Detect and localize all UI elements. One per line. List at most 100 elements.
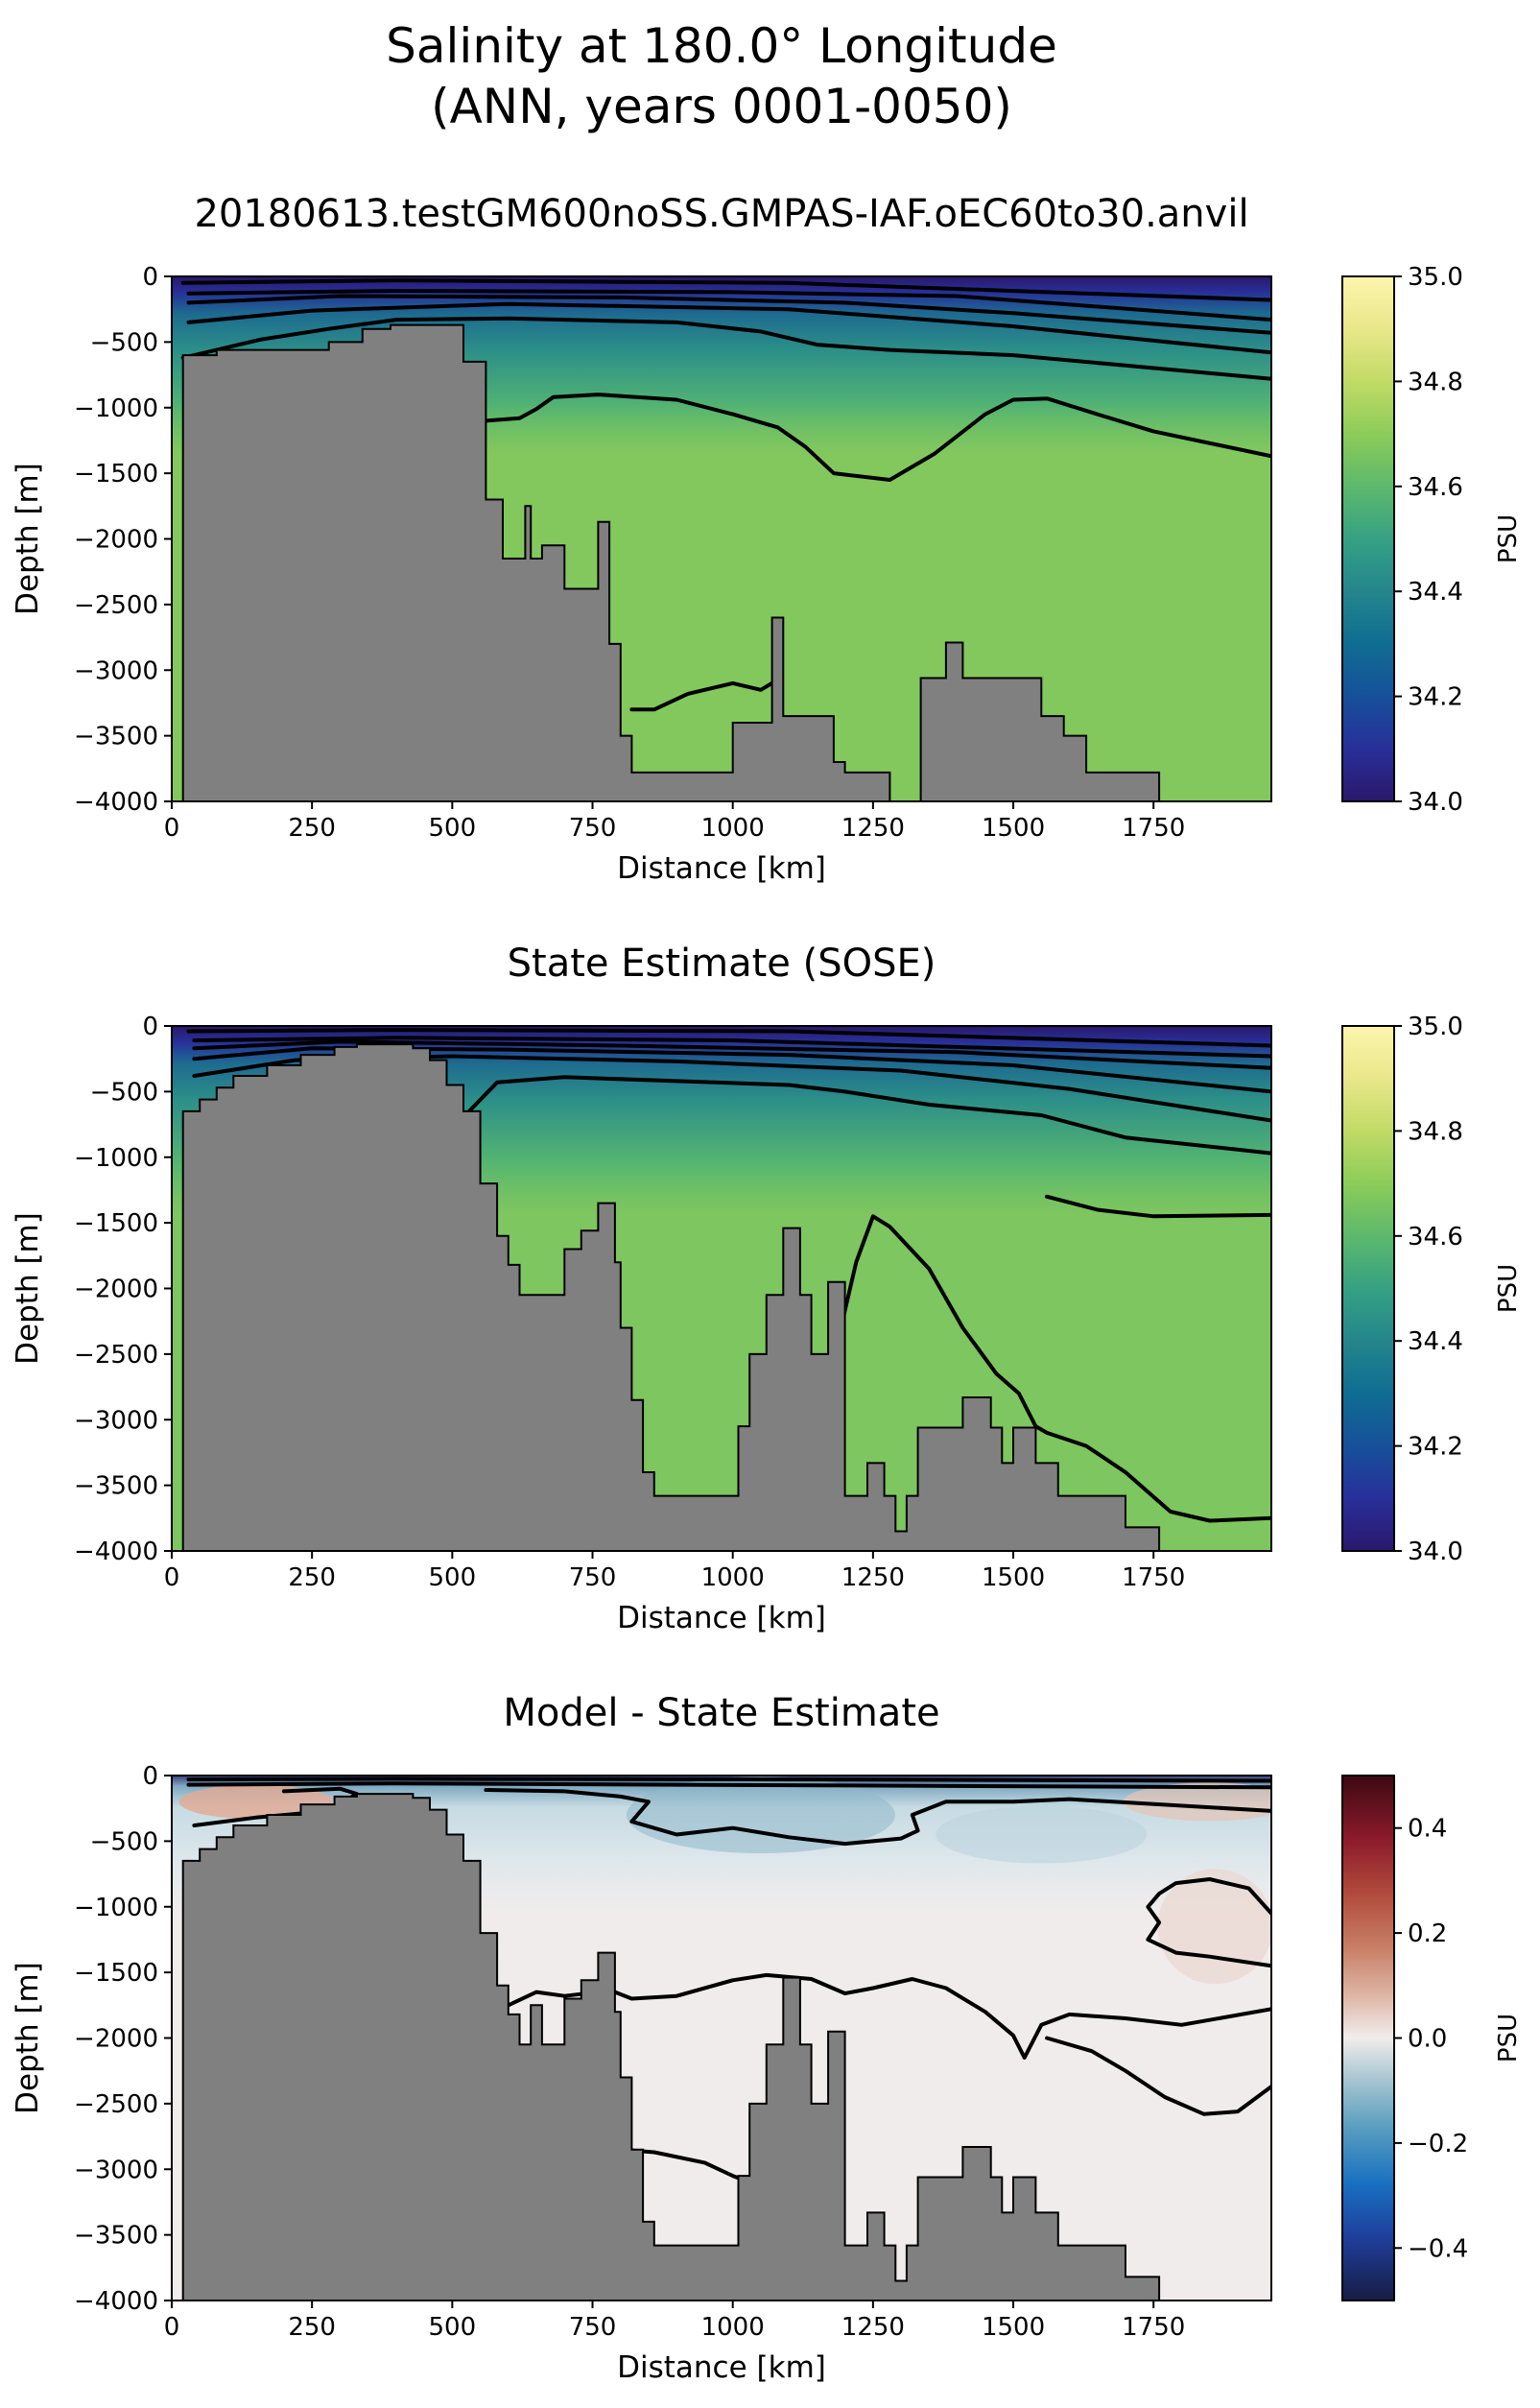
colorbar	[1341, 1775, 1395, 2301]
colorbar-tick-label: 34.6	[1408, 473, 1463, 502]
figure-title-line2: (ANN, years 0001-0050)	[431, 79, 1012, 134]
x-tick-label: 1750	[1122, 2313, 1185, 2342]
colorbar-tick-label: 34.4	[1408, 1327, 1463, 1356]
contour-line	[180, 278, 1271, 302]
salty-anomaly-patch	[1157, 1869, 1271, 1985]
y-tick-label: −1500	[74, 1209, 158, 1238]
y-tick-label: −2000	[74, 2025, 158, 2054]
y-tick-label: −3500	[74, 723, 158, 751]
y-axis-label: Depth [m]	[11, 1962, 45, 2114]
x-tick-label: 1750	[1122, 1563, 1185, 1592]
colorbar-tick-label: 34.0	[1408, 788, 1463, 817]
colorbar-tick-label: 0.2	[1408, 1919, 1447, 1948]
contour-line	[186, 294, 1271, 335]
bathymetry-shape	[172, 1793, 1161, 2301]
contour-line	[1045, 1194, 1271, 1219]
contour-line	[466, 1075, 1271, 1156]
x-tick-label: 750	[569, 1563, 617, 1592]
contour-line	[192, 1036, 1271, 1059]
x-tick-label: 500	[429, 814, 477, 843]
colorbar-tick-label: 34.8	[1408, 368, 1463, 396]
x-tick-label: 750	[569, 2313, 617, 2342]
plot-area	[172, 1776, 1271, 2301]
x-tick-label: 750	[569, 814, 617, 843]
figure-title-line1: Salinity at 180.0° Longitude	[386, 18, 1057, 74]
plot-area	[172, 1026, 1271, 1551]
y-tick-label: −2000	[74, 1276, 158, 1304]
fresh-anomaly-patch	[936, 1805, 1148, 1864]
colorbar-label: PSU	[1494, 2014, 1523, 2062]
colorbar-tick-label: 34.6	[1408, 1223, 1463, 1252]
x-tick-label: 1250	[841, 2313, 905, 2342]
x-axis-label: Distance [km]	[617, 851, 826, 886]
colorbar-tick-label: 34.0	[1408, 1538, 1463, 1566]
contour-line	[1146, 1877, 1271, 1968]
x-tick-label: 1500	[982, 1563, 1045, 1592]
x-tick-label: 500	[429, 1563, 477, 1592]
y-tick-label: −3500	[74, 1472, 158, 1501]
y-tick-label: −1500	[74, 460, 158, 489]
colorbar-tick-label: 34.2	[1408, 1433, 1463, 1462]
colorbar-tick-label: 35.0	[1408, 1013, 1463, 1041]
y-tick-label: 0	[142, 1013, 158, 1041]
x-tick-label: 1000	[701, 1563, 765, 1592]
colorbar-tick-label: −0.2	[1408, 2130, 1468, 2158]
colorbar-label: PSU	[1494, 1264, 1523, 1313]
colorbar	[1341, 1025, 1395, 1552]
colorbar-tick-label: 34.4	[1408, 578, 1463, 607]
bathymetry-shape	[172, 1043, 1161, 1551]
x-tick-label: 250	[288, 2313, 336, 2342]
x-tick-label: 0	[164, 2313, 180, 2342]
contour-line	[186, 1781, 1271, 1790]
y-tick-label: −4000	[74, 788, 158, 817]
y-tick-label: −2500	[74, 1341, 158, 1370]
x-tick-label: 1250	[841, 814, 905, 843]
y-tick-label: −2500	[74, 591, 158, 620]
y-tick-label: −2500	[74, 2090, 158, 2119]
colorbar-tick-label: 0.4	[1408, 1815, 1447, 1844]
panel-title: State Estimate (SOSE)	[508, 942, 936, 986]
y-tick-label: −3500	[74, 2222, 158, 2251]
colorbar-tick-label: 0.0	[1408, 2025, 1447, 2054]
contour-line	[192, 1039, 1271, 1070]
y-tick-label: −4000	[74, 1538, 158, 1566]
contour-line	[192, 1046, 1271, 1094]
y-tick-label: −2000	[74, 526, 158, 555]
x-axis-label: Distance [km]	[617, 1601, 826, 1635]
y-tick-label: −1000	[74, 1144, 158, 1173]
plot-area	[172, 276, 1271, 801]
panel-sose: State Estimate (SOSE) 0 250 500 750 1000 1250 1…	[11, 942, 1523, 1635]
x-tick-label: 1000	[701, 2313, 765, 2342]
y-tick-label: −500	[90, 328, 158, 357]
x-tick-label: 1500	[982, 814, 1045, 843]
panel-title: 20180613.testGM600noSS.GMPAS-IAF.oEC60to…	[194, 192, 1248, 236]
y-tick-label: −3000	[74, 1406, 158, 1435]
y-tick-label: 0	[142, 263, 158, 292]
contour-line	[1045, 2036, 1271, 2116]
y-tick-label: −1000	[74, 394, 158, 423]
contour-line	[186, 301, 1271, 355]
contour-line	[186, 1028, 1271, 1048]
x-tick-label: 1250	[841, 1563, 905, 1592]
contour-line	[484, 393, 1271, 482]
colorbar-tick-label: −0.4	[1408, 2234, 1468, 2263]
colorbar-label: PSU	[1494, 514, 1523, 563]
panel-model: 20180613.testGM600noSS.GMPAS-IAF.oEC60to…	[11, 192, 1523, 886]
bathymetry-shape	[172, 323, 1161, 801]
y-axis-label: Depth [m]	[11, 1212, 45, 1365]
x-tick-label: 250	[288, 1563, 336, 1592]
y-tick-label: −1000	[74, 1894, 158, 1922]
y-tick-label: 0	[142, 1762, 158, 1791]
y-tick-label: −500	[90, 1078, 158, 1107]
y-tick-label: −1500	[74, 1959, 158, 1988]
contour-line	[629, 680, 774, 712]
x-tick-label: 250	[288, 814, 336, 843]
y-tick-label: −4000	[74, 2287, 158, 2316]
contour-line	[192, 1054, 1271, 1123]
y-tick-label: −3000	[74, 2156, 158, 2184]
colorbar-tick-label: 34.2	[1408, 683, 1463, 712]
x-tick-label: 1750	[1122, 814, 1185, 843]
salty-anomaly-patch	[178, 1784, 333, 1820]
colorbar-tick-label: 35.0	[1408, 263, 1463, 292]
